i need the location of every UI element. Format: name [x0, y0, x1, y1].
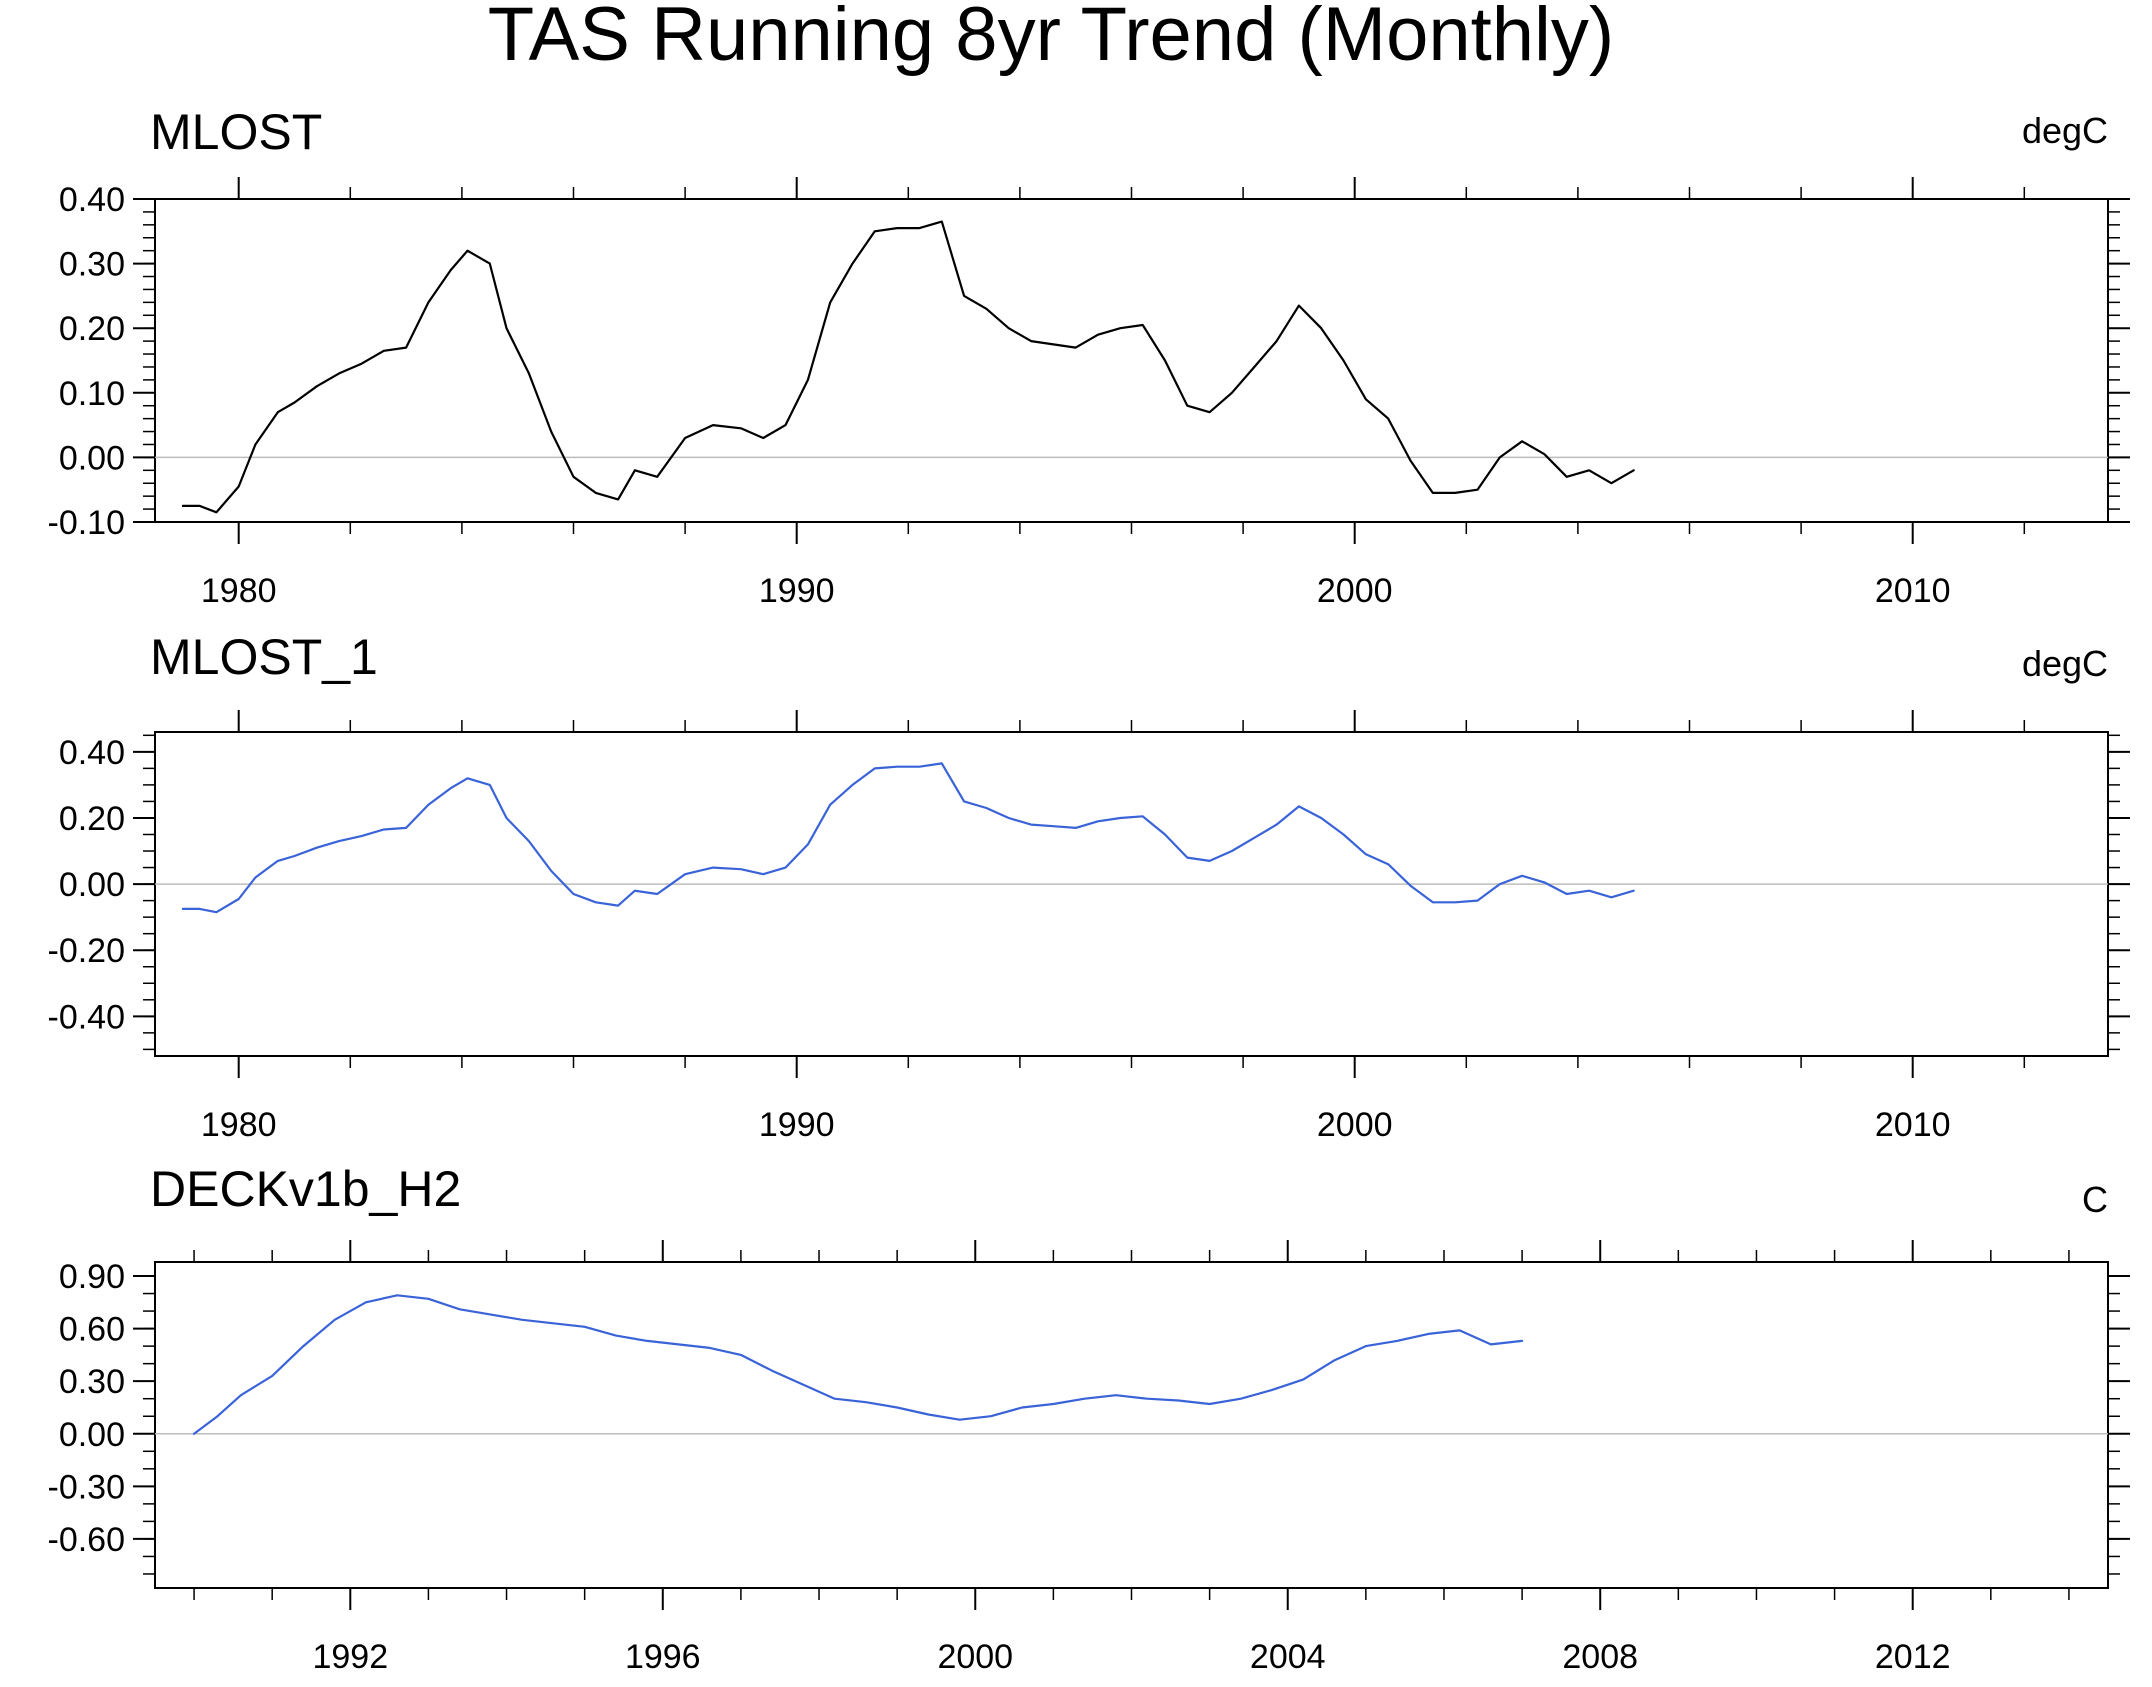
y-tick-label: 0.00 — [59, 439, 125, 477]
x-tick-label: 1990 — [759, 572, 835, 610]
y-tick-label: 0.10 — [59, 375, 125, 413]
x-tick-label: 2012 — [1875, 1638, 1951, 1676]
y-tick-label: 0.40 — [59, 181, 125, 219]
plot-frame — [154, 731, 2109, 1057]
y-tick-label: -0.40 — [48, 998, 126, 1036]
y-tick-label: 0.00 — [59, 866, 125, 904]
series-line — [193, 1294, 1524, 1435]
y-tick-label: 0.90 — [59, 1258, 125, 1296]
y-tick-label: 0.00 — [59, 1416, 125, 1454]
y-tick-label: 0.60 — [59, 1311, 125, 1349]
x-tick-label: 2010 — [1875, 572, 1951, 610]
x-tick-label: 1996 — [625, 1638, 701, 1676]
y-tick-label: -0.20 — [48, 932, 126, 970]
x-tick-label: 1992 — [312, 1638, 388, 1676]
y-tick-label: 0.20 — [59, 310, 125, 348]
figure-title: TAS Running 8yr Trend (Monthly) — [488, 0, 1614, 77]
x-tick-label: 2008 — [1562, 1638, 1638, 1676]
y-tick-label: -0.30 — [48, 1468, 126, 1506]
y-tick-label: 0.20 — [59, 800, 125, 838]
x-tick-label: 2000 — [937, 1638, 1013, 1676]
x-tick-label: 1990 — [759, 1106, 835, 1144]
y-tick-label: 0.30 — [59, 246, 125, 284]
y-tick-label: 0.40 — [59, 734, 125, 772]
panel-deckv1b-h2: DECKv1b_H2 C -0.60 -0.30 0.00 0.30 0.60 0.90 1… — [48, 1161, 2130, 1676]
panel-title: DECKv1b_H2 — [150, 1161, 461, 1217]
series-line — [181, 220, 1635, 514]
x-tick-label: 1980 — [201, 1106, 277, 1144]
plot-frame — [154, 198, 2109, 523]
y-tick-label: -0.60 — [48, 1521, 126, 1559]
plot-frame — [154, 1261, 2109, 1589]
series-line — [181, 762, 1635, 914]
x-tick-label: 2000 — [1317, 572, 1393, 610]
y-tick-label: -0.10 — [48, 504, 126, 542]
x-tick-label: 2000 — [1317, 1106, 1393, 1144]
panel-mlost: MLOST degC -0.10 0.00 0.10 0.20 0.30 0.40 1980… — [48, 104, 2130, 610]
x-tick-label: 2010 — [1875, 1106, 1951, 1144]
x-tick-label: 2004 — [1250, 1638, 1326, 1676]
units-label: degC — [2022, 110, 2108, 151]
y-tick-label: 0.30 — [59, 1363, 125, 1401]
x-tick-label: 1980 — [201, 572, 277, 610]
panel-title: MLOST — [150, 104, 322, 160]
panel-mlost-1: MLOST_1 degC -0.40 -0.20 0.00 0.20 0.40 1980 1… — [48, 629, 2130, 1144]
panel-title: MLOST_1 — [150, 629, 378, 685]
units-label: C — [2082, 1179, 2108, 1220]
units-label: degC — [2022, 643, 2108, 684]
